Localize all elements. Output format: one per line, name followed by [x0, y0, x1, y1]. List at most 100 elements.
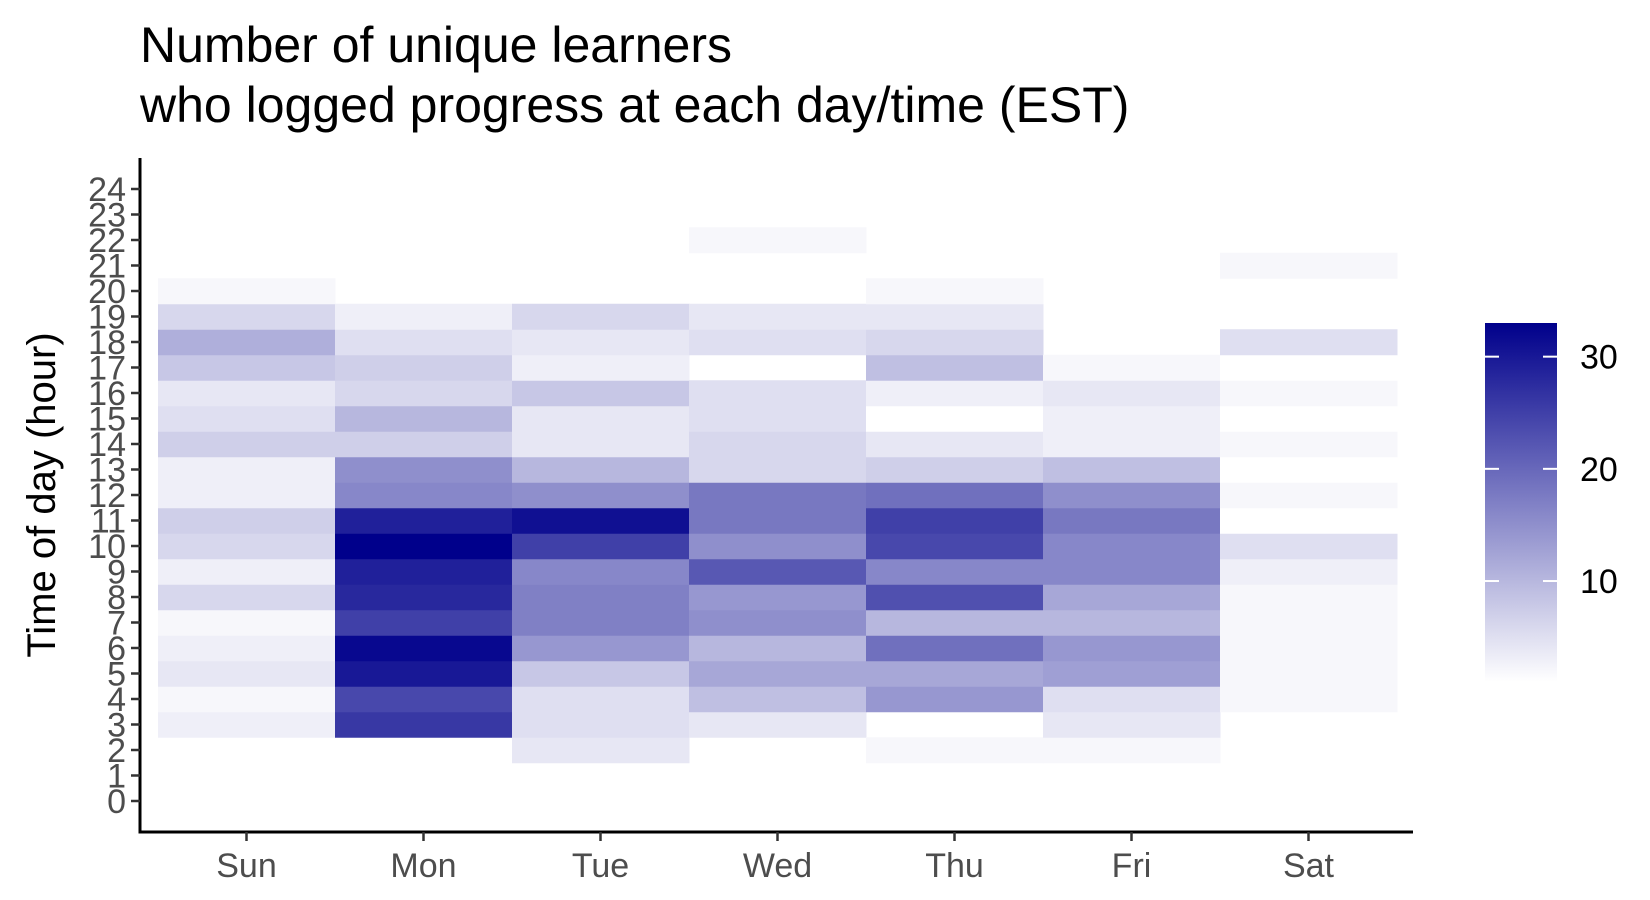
heatmap-cell — [1043, 405, 1221, 432]
y-tick-label: 3 — [107, 707, 126, 745]
heatmap-cell — [512, 558, 690, 585]
heatmap-cell — [866, 482, 1044, 509]
heatmap-cell — [512, 456, 690, 483]
heatmap-cell — [512, 482, 690, 509]
heatmap-cell — [866, 584, 1044, 611]
heatmap-cell — [335, 380, 513, 407]
heatmap-cell — [866, 558, 1044, 585]
y-tick-label: 21 — [88, 248, 126, 286]
heatmap-cell — [1043, 635, 1221, 662]
heatmap-cell — [1220, 635, 1398, 662]
heatmap-cell — [335, 660, 513, 687]
y-tick-label: 10 — [88, 528, 126, 566]
heatmap-cell — [689, 227, 867, 254]
heatmap-cell — [158, 558, 336, 585]
x-tick-label: Tue — [572, 847, 629, 885]
y-tick-label: 8 — [107, 579, 126, 617]
y-tick-label: 0 — [107, 783, 126, 821]
heatmap-cells — [158, 227, 1398, 764]
heatmap-cell — [512, 533, 690, 560]
heatmap-cell — [335, 431, 513, 458]
legend-tick-label: 10 — [1580, 563, 1618, 601]
heatmap-cell — [1220, 456, 1398, 483]
heatmap-cell — [335, 482, 513, 509]
heatmap-cell — [158, 431, 336, 458]
x-tick-label: Sat — [1283, 847, 1335, 885]
y-tick-label: 19 — [88, 299, 126, 337]
heatmap-cell — [1220, 507, 1398, 534]
heatmap-cell — [512, 507, 690, 534]
heatmap-cell — [512, 711, 690, 738]
y-tick-label: 23 — [88, 197, 126, 235]
heatmap-cell — [158, 635, 336, 662]
heatmap-cell — [512, 686, 690, 713]
y-tick-label: 5 — [107, 656, 126, 694]
chart-title-line-2: who logged progress at each day/time (ES… — [139, 77, 1129, 133]
legend-tick-label: 30 — [1580, 339, 1618, 377]
heatmap-cell — [689, 584, 867, 611]
y-tick-label: 4 — [107, 681, 126, 719]
heatmap-cell — [866, 635, 1044, 662]
heatmap-cell — [689, 533, 867, 560]
heatmap-cell — [158, 405, 336, 432]
heatmap-cell — [1220, 686, 1398, 713]
y-tick-label: 20 — [88, 273, 126, 311]
heatmap-cell — [1220, 609, 1398, 636]
heatmap-cell — [866, 431, 1044, 458]
heatmap-cell — [512, 354, 690, 381]
heatmap-cell — [1220, 533, 1398, 560]
heatmap-cell — [512, 303, 690, 330]
heatmap-cell — [512, 329, 690, 356]
heatmap-cell — [866, 456, 1044, 483]
heatmap-cell — [866, 507, 1044, 534]
y-tick-label: 15 — [88, 401, 126, 439]
heatmap-cell — [1220, 380, 1398, 407]
chart-title: Number of unique learners who logged pro… — [139, 17, 1129, 133]
heatmap-cell — [689, 431, 867, 458]
y-tick-label: 6 — [107, 630, 126, 668]
heatmap-cell — [1220, 329, 1398, 356]
x-tick-label: Wed — [743, 847, 812, 885]
heatmap-cell — [1043, 507, 1221, 534]
y-tick-label: 22 — [88, 222, 126, 260]
heatmap-cell — [512, 431, 690, 458]
heatmap-cell — [689, 482, 867, 509]
heatmap-cell — [512, 635, 690, 662]
heatmap-cell — [335, 456, 513, 483]
heatmap-cell — [158, 456, 336, 483]
y-tick-label: 11 — [91, 503, 126, 541]
heatmap-cell — [335, 558, 513, 585]
heatmap-cell — [689, 303, 867, 330]
heatmap-cell — [158, 380, 336, 407]
heatmap-cell — [335, 686, 513, 713]
heatmap-cell — [866, 533, 1044, 560]
heatmap-cell — [689, 456, 867, 483]
heatmap-cell — [512, 737, 690, 764]
y-tick-label: 17 — [88, 350, 126, 388]
y-tick-label: 7 — [107, 605, 126, 643]
heatmap-cell — [689, 711, 867, 738]
heatmap-cell — [866, 380, 1044, 407]
heatmap-cell — [689, 405, 867, 432]
heatmap-cell — [866, 303, 1044, 330]
y-tick-label: 9 — [107, 554, 126, 592]
x-tick-label: Fri — [1112, 847, 1152, 885]
heatmap-cell — [1220, 584, 1398, 611]
heatmap-cell — [689, 660, 867, 687]
heatmap-cell — [158, 609, 336, 636]
heatmap-cell — [1220, 660, 1398, 687]
y-tick-label: 24 — [88, 171, 126, 209]
heatmap-cell — [1043, 584, 1221, 611]
heatmap-cell — [1043, 456, 1221, 483]
y-tick-label: 16 — [88, 375, 126, 413]
heatmap-cell — [158, 660, 336, 687]
heatmap-cell — [158, 584, 336, 611]
y-tick-label: 14 — [88, 426, 126, 464]
heatmap-cell — [689, 329, 867, 356]
heatmap-cell — [1043, 354, 1221, 381]
heatmap-cell — [158, 686, 336, 713]
heatmap-cell — [335, 711, 513, 738]
y-tick-label: 12 — [88, 477, 126, 515]
